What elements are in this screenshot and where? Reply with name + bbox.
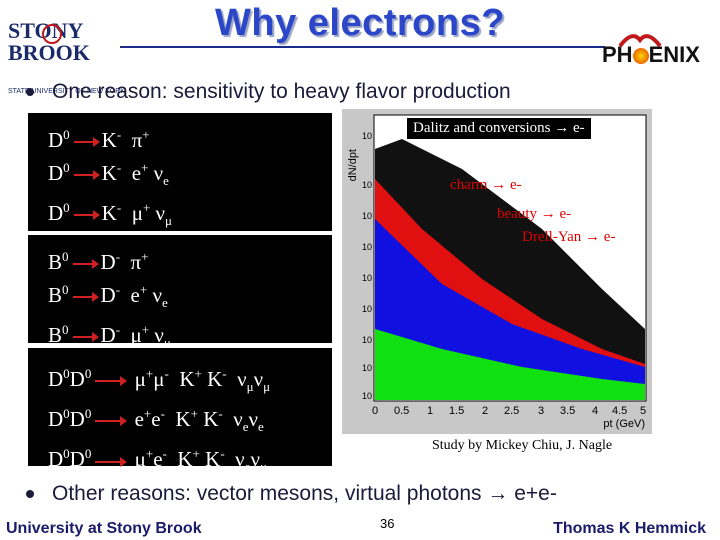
footer-author: Thomas K Hemmick	[553, 520, 706, 537]
b0-decay-3: B0 D- μ+ νμ	[48, 322, 171, 351]
x-tick: 0.5	[394, 405, 409, 417]
d0d0bar-panel: D0D0 μ+μ- K+ K- νμνμ D0D0 e+e- K+ K- νeν…	[28, 348, 332, 475]
bullet-dot-icon	[26, 88, 34, 97]
d0-decay-panel: D0 K- π+ D0 K- e+ νe D0 K- μ+ νμ	[28, 113, 332, 231]
d0d0-decay-3: D0D0 μ+e- K+ K- νeνμ	[48, 446, 267, 475]
bullet-2: Other reasons: vector mesons, virtual ph…	[26, 482, 557, 506]
arrow-icon	[72, 292, 99, 303]
arrow-icon	[73, 170, 100, 181]
x-tick: 1.5	[449, 405, 464, 417]
y-tick: 10	[362, 273, 372, 283]
x-tick-labels: 0 0.5 1 1.5 2 2.5 3 3.5 4 4.5 5	[372, 405, 646, 417]
arrow-symbol: →	[487, 482, 509, 505]
d0d0-decay-1: D0D0 μ+μ- K+ K- νμνμ	[48, 366, 271, 395]
logo-name: STONY BROOK	[8, 18, 90, 65]
page-number: 36	[380, 516, 395, 531]
b0-decay-1: B0 D- π+	[48, 249, 149, 274]
arrow-icon	[95, 416, 128, 427]
phenix-bird-icon	[618, 34, 662, 48]
footer-university: University at Stony Brook	[6, 520, 202, 537]
arrow-icon	[72, 332, 99, 343]
green-band	[375, 329, 645, 400]
x-tick: 3	[538, 405, 544, 417]
y-tick: 10	[362, 391, 372, 401]
b0-decay-2: B0 D- e+ νe	[48, 282, 168, 311]
arrow-icon	[73, 210, 100, 221]
bullet-dot-icon	[26, 490, 34, 499]
plot-credit: Study by Mickey Chiu, J. Nagle	[432, 438, 613, 453]
b0-decay-panel: B0 D- π+ B0 D- e+ νe B0 D- μ+ νμ	[28, 235, 332, 350]
x-tick: 1	[427, 405, 433, 417]
arrow-icon	[95, 376, 128, 387]
arrow-icon	[73, 137, 100, 148]
x-tick: 0	[372, 405, 378, 417]
y-tick: 10	[362, 180, 372, 190]
label-beauty: beauty → e-	[497, 206, 572, 222]
ee-symbol: e+e-	[514, 482, 557, 505]
slide-title: Why electrons?	[215, 2, 505, 44]
x-tick: 3.5	[560, 405, 575, 417]
arrow-icon	[72, 259, 99, 270]
y-tick: 10	[362, 211, 372, 221]
y-tick: 10	[362, 335, 372, 345]
y-tick: 10	[362, 304, 372, 314]
bullet-1: One reason: sensitivity to heavy flavor …	[26, 80, 511, 104]
spectrum-plot: dN/dpt 10 10 10 10 10 10 10 10 10 0 0.5 …	[342, 109, 652, 434]
d0-decay-2: D0 K- e+ νe	[48, 160, 169, 189]
d0d0-decay-2: D0D0 e+e- K+ K- νeνe	[48, 406, 264, 435]
phenix-wordmark: PH ENIX	[602, 42, 700, 67]
y-tick: 10	[362, 363, 372, 373]
stony-brook-logo: STONY BROOK STATE UNIVERSITY OF NEW YORK	[8, 18, 125, 96]
phenix-logo: PH ENIX	[598, 28, 718, 68]
d0-decay-1: D0 K- π+	[48, 127, 150, 152]
d0-decay-3: D0 K- μ+ νμ	[48, 200, 173, 229]
x-tick: 2	[482, 405, 488, 417]
x-tick: 4	[592, 405, 598, 417]
x-tick: 2.5	[504, 405, 519, 417]
x-tick: 5	[640, 405, 646, 417]
spectrum-plot-svg: dN/dpt 10 10 10 10 10 10 10 10 10 0 0.5 …	[347, 114, 647, 430]
x-tick: 4.5	[612, 405, 627, 417]
label-dalitz: Dalitz and conversions → e-	[407, 118, 591, 139]
logo-sub: STATE UNIVERSITY OF NEW YORK	[8, 88, 125, 95]
y-tick: 10	[362, 131, 372, 141]
label-drell-yan: Drell-Yan → e-	[522, 229, 616, 245]
y-axis-label: dN/dpt	[347, 149, 359, 181]
arrow-icon	[95, 456, 128, 467]
label-charm: charm → e-	[450, 177, 522, 193]
y-tick: 10	[362, 242, 372, 252]
phenix-o-icon	[632, 48, 649, 65]
logo-ring-icon	[42, 24, 62, 44]
title-rule	[120, 46, 605, 48]
x-axis-label: pt (GeV)	[603, 418, 645, 430]
y-tick-labels: 10 10 10 10 10 10 10 10 10	[362, 131, 372, 401]
